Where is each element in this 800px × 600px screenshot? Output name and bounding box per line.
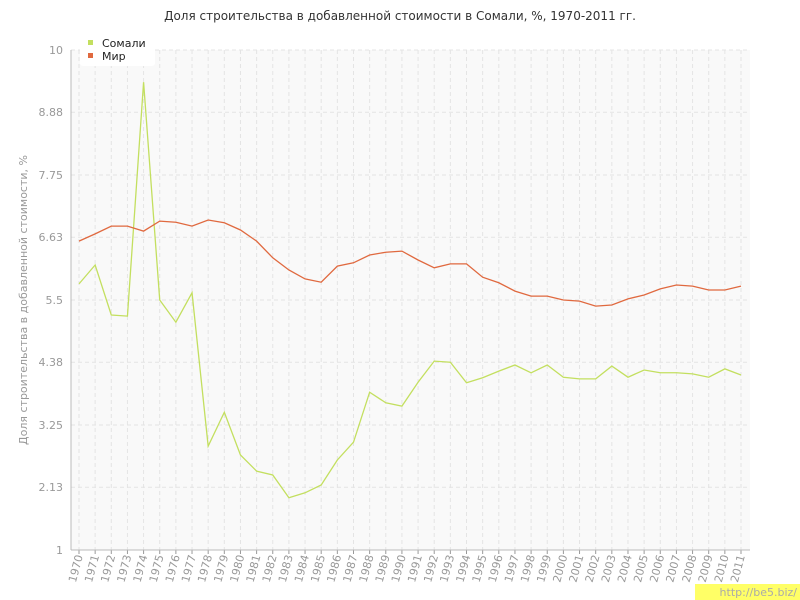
watermark-bg xyxy=(695,584,800,600)
legend-box xyxy=(80,35,155,66)
y-tick-label: 2.13 xyxy=(39,481,64,494)
y-tick-label: 4.38 xyxy=(39,356,64,369)
legend-swatch xyxy=(88,53,93,58)
y-tick-label: 8.88 xyxy=(39,106,64,119)
watermark: http://be5.biz/ xyxy=(720,586,798,599)
chart-title: Доля строительства в добавленной стоимос… xyxy=(164,9,636,23)
series-line xyxy=(78,82,742,499)
y-tick-label: 7.75 xyxy=(39,169,64,182)
legend-label: Сомали xyxy=(102,37,146,50)
y-tick-label: 6.63 xyxy=(39,231,64,244)
y-tick-label: 3.25 xyxy=(39,419,64,432)
legend-label: Мир xyxy=(102,50,126,63)
y-axis-label: Доля строительства в добавленной стоимос… xyxy=(17,155,30,445)
series-line xyxy=(78,219,742,307)
y-tick-label: 1 xyxy=(56,544,63,557)
y-tick-label: 10 xyxy=(49,44,63,57)
y-tick-label: 5.5 xyxy=(46,294,64,307)
legend-swatch xyxy=(88,40,93,45)
